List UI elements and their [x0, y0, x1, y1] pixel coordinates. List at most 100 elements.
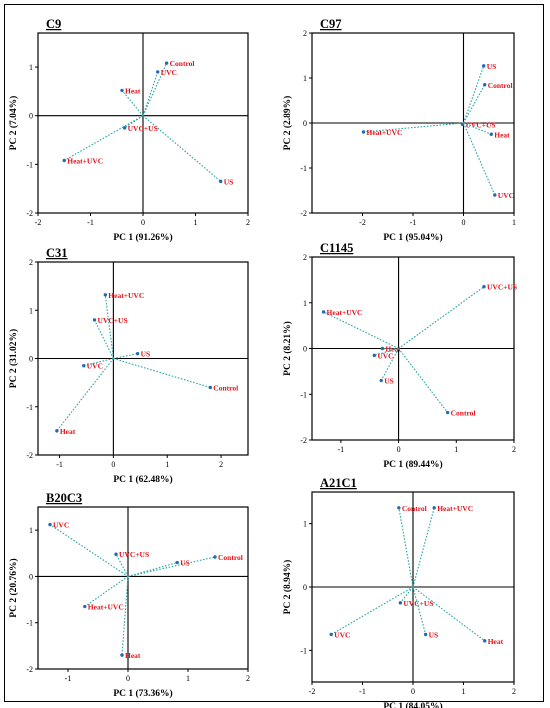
data-point	[483, 639, 487, 643]
loading-vector	[113, 353, 138, 360]
point-label: UVC+US	[487, 283, 517, 292]
point-label: US	[224, 177, 234, 186]
y-tick-label: 0	[303, 583, 307, 592]
x-axis-label: PC 1 (73.36%)	[113, 688, 172, 699]
loading-vector	[380, 348, 400, 381]
y-tick-label: 1	[29, 63, 33, 72]
y-tick-label: -1	[26, 160, 33, 169]
data-point	[379, 378, 383, 383]
chart-panel-c97: -2 -1 0 1 -2 -1 0 1 2 C97 PC 1 (95.04%) PC 2 (2.89%…	[282, 17, 516, 243]
chart-panel-a21c1: -2 -1 0 1 2 -1 0 1 A21C1 PC 1 (84.05%) PC 2 (8.94%…	[282, 476, 516, 708]
plot-frame	[37, 506, 249, 670]
x-tick-label: 0	[111, 460, 115, 469]
chart-title: C31	[46, 246, 68, 260]
x-axis-label: PC 1 (95.04%)	[383, 232, 442, 243]
x-axis-label: PC 1 (84.05%)	[383, 701, 442, 708]
x-tick-label: -1	[65, 674, 72, 683]
loading-vector	[94, 319, 114, 359]
data-point	[489, 132, 493, 136]
loading-vector	[56, 358, 114, 432]
loading-vector	[399, 586, 414, 604]
point-label: Heat+UVC	[67, 156, 103, 165]
x-tick-label: 1	[165, 460, 169, 469]
data-point	[120, 653, 124, 657]
x-tick-label: 2	[512, 687, 516, 696]
y-axis-label: PC 2 (7.04%)	[8, 96, 19, 151]
chart-title: B20C3	[46, 491, 82, 505]
y-tick-label: 2	[303, 29, 307, 38]
x-tick-label: -2	[359, 218, 366, 227]
y-tick-label: 0	[29, 355, 33, 364]
data-point	[380, 346, 385, 351]
data-point	[329, 632, 333, 637]
data-point	[493, 193, 497, 197]
loading-vector	[323, 311, 399, 349]
y-tick-label: 0	[29, 572, 33, 581]
y-tick-label: -1	[26, 619, 33, 628]
y-axis-label: PC 2 (8.94%)	[282, 560, 293, 615]
point-label: Heat+UVC	[108, 291, 144, 300]
point-label: Control	[170, 59, 195, 68]
loading-vector	[142, 62, 168, 116]
x-tick-label: 2	[219, 460, 223, 469]
point-label: UVC	[161, 68, 177, 77]
chart-panel-c1145: -1 0 1 2 -2 -1 0 1 2 C1145 PC 1 (89.44%) PC 2 (8.21…	[282, 241, 517, 470]
y-tick-label: 1	[303, 520, 307, 529]
data-point	[361, 130, 366, 134]
y-tick-label: -1	[300, 164, 307, 173]
y-tick-label: 0	[303, 119, 307, 128]
y-tick-label: 2	[303, 253, 307, 262]
loading-vector	[398, 286, 485, 349]
x-tick-label: -1	[338, 445, 345, 454]
loading-vector	[142, 115, 222, 182]
point-label: US	[429, 631, 439, 640]
loading-vector	[398, 507, 414, 588]
data-point	[321, 310, 326, 314]
point-label: US	[384, 377, 394, 386]
x-tick-label: -2	[309, 687, 316, 696]
data-point	[398, 601, 403, 605]
y-tick-label: 1	[29, 526, 33, 535]
y-tick-label: -1	[300, 390, 307, 399]
y-tick-label: 0	[303, 345, 307, 354]
point-label: Heat	[125, 86, 141, 95]
data-point	[92, 318, 97, 322]
point-label: US	[141, 350, 151, 359]
data-point	[114, 552, 118, 556]
data-point	[48, 522, 52, 527]
point-label: Control	[488, 81, 513, 90]
x-tick-label: 2	[512, 445, 516, 454]
y-tick-label: -1	[300, 646, 307, 655]
point-label: Heat+UVC	[88, 603, 124, 612]
chart-panel-b20c3: -1 0 1 2 -2 -1 0 1 B20C3 PC 1 (73.36%) PC 2 (20.76…	[8, 491, 250, 699]
y-tick-label: -1	[26, 403, 33, 412]
x-tick-label: 0	[126, 674, 130, 683]
data-point	[219, 179, 223, 184]
x-axis-label: PC 1 (91.26%)	[113, 232, 172, 243]
y-tick-label: 1	[303, 299, 307, 308]
point-label: Heat	[488, 637, 504, 646]
point-label: UVC+US	[98, 316, 128, 325]
point-label: UVC	[53, 521, 69, 530]
y-tick-label: 1	[303, 74, 307, 83]
y-tick-label: -2	[26, 209, 33, 218]
loading-vector	[63, 115, 144, 161]
data-point	[120, 88, 124, 93]
chart-panel-c9: -2 -1 0 1 2 -2 -1 0 1 C9 PC 1 (91.26%) PC 2 (7.04%)…	[8, 17, 250, 243]
data-point	[175, 560, 179, 565]
point-label: Control	[218, 553, 243, 562]
point-label: UVC	[377, 351, 393, 360]
data-point	[213, 555, 217, 559]
x-tick-label: 1	[512, 218, 516, 227]
loading-vector	[49, 524, 129, 577]
point-label: Control	[451, 409, 476, 418]
point-label: UVC	[334, 631, 350, 640]
x-tick-label: -2	[35, 218, 42, 227]
loading-vector	[412, 586, 486, 642]
data-point	[423, 632, 428, 637]
x-tick-label: 1	[186, 674, 190, 683]
data-point	[103, 293, 108, 297]
x-axis-label: PC 1 (62.48%)	[113, 474, 172, 485]
data-point	[55, 429, 59, 433]
